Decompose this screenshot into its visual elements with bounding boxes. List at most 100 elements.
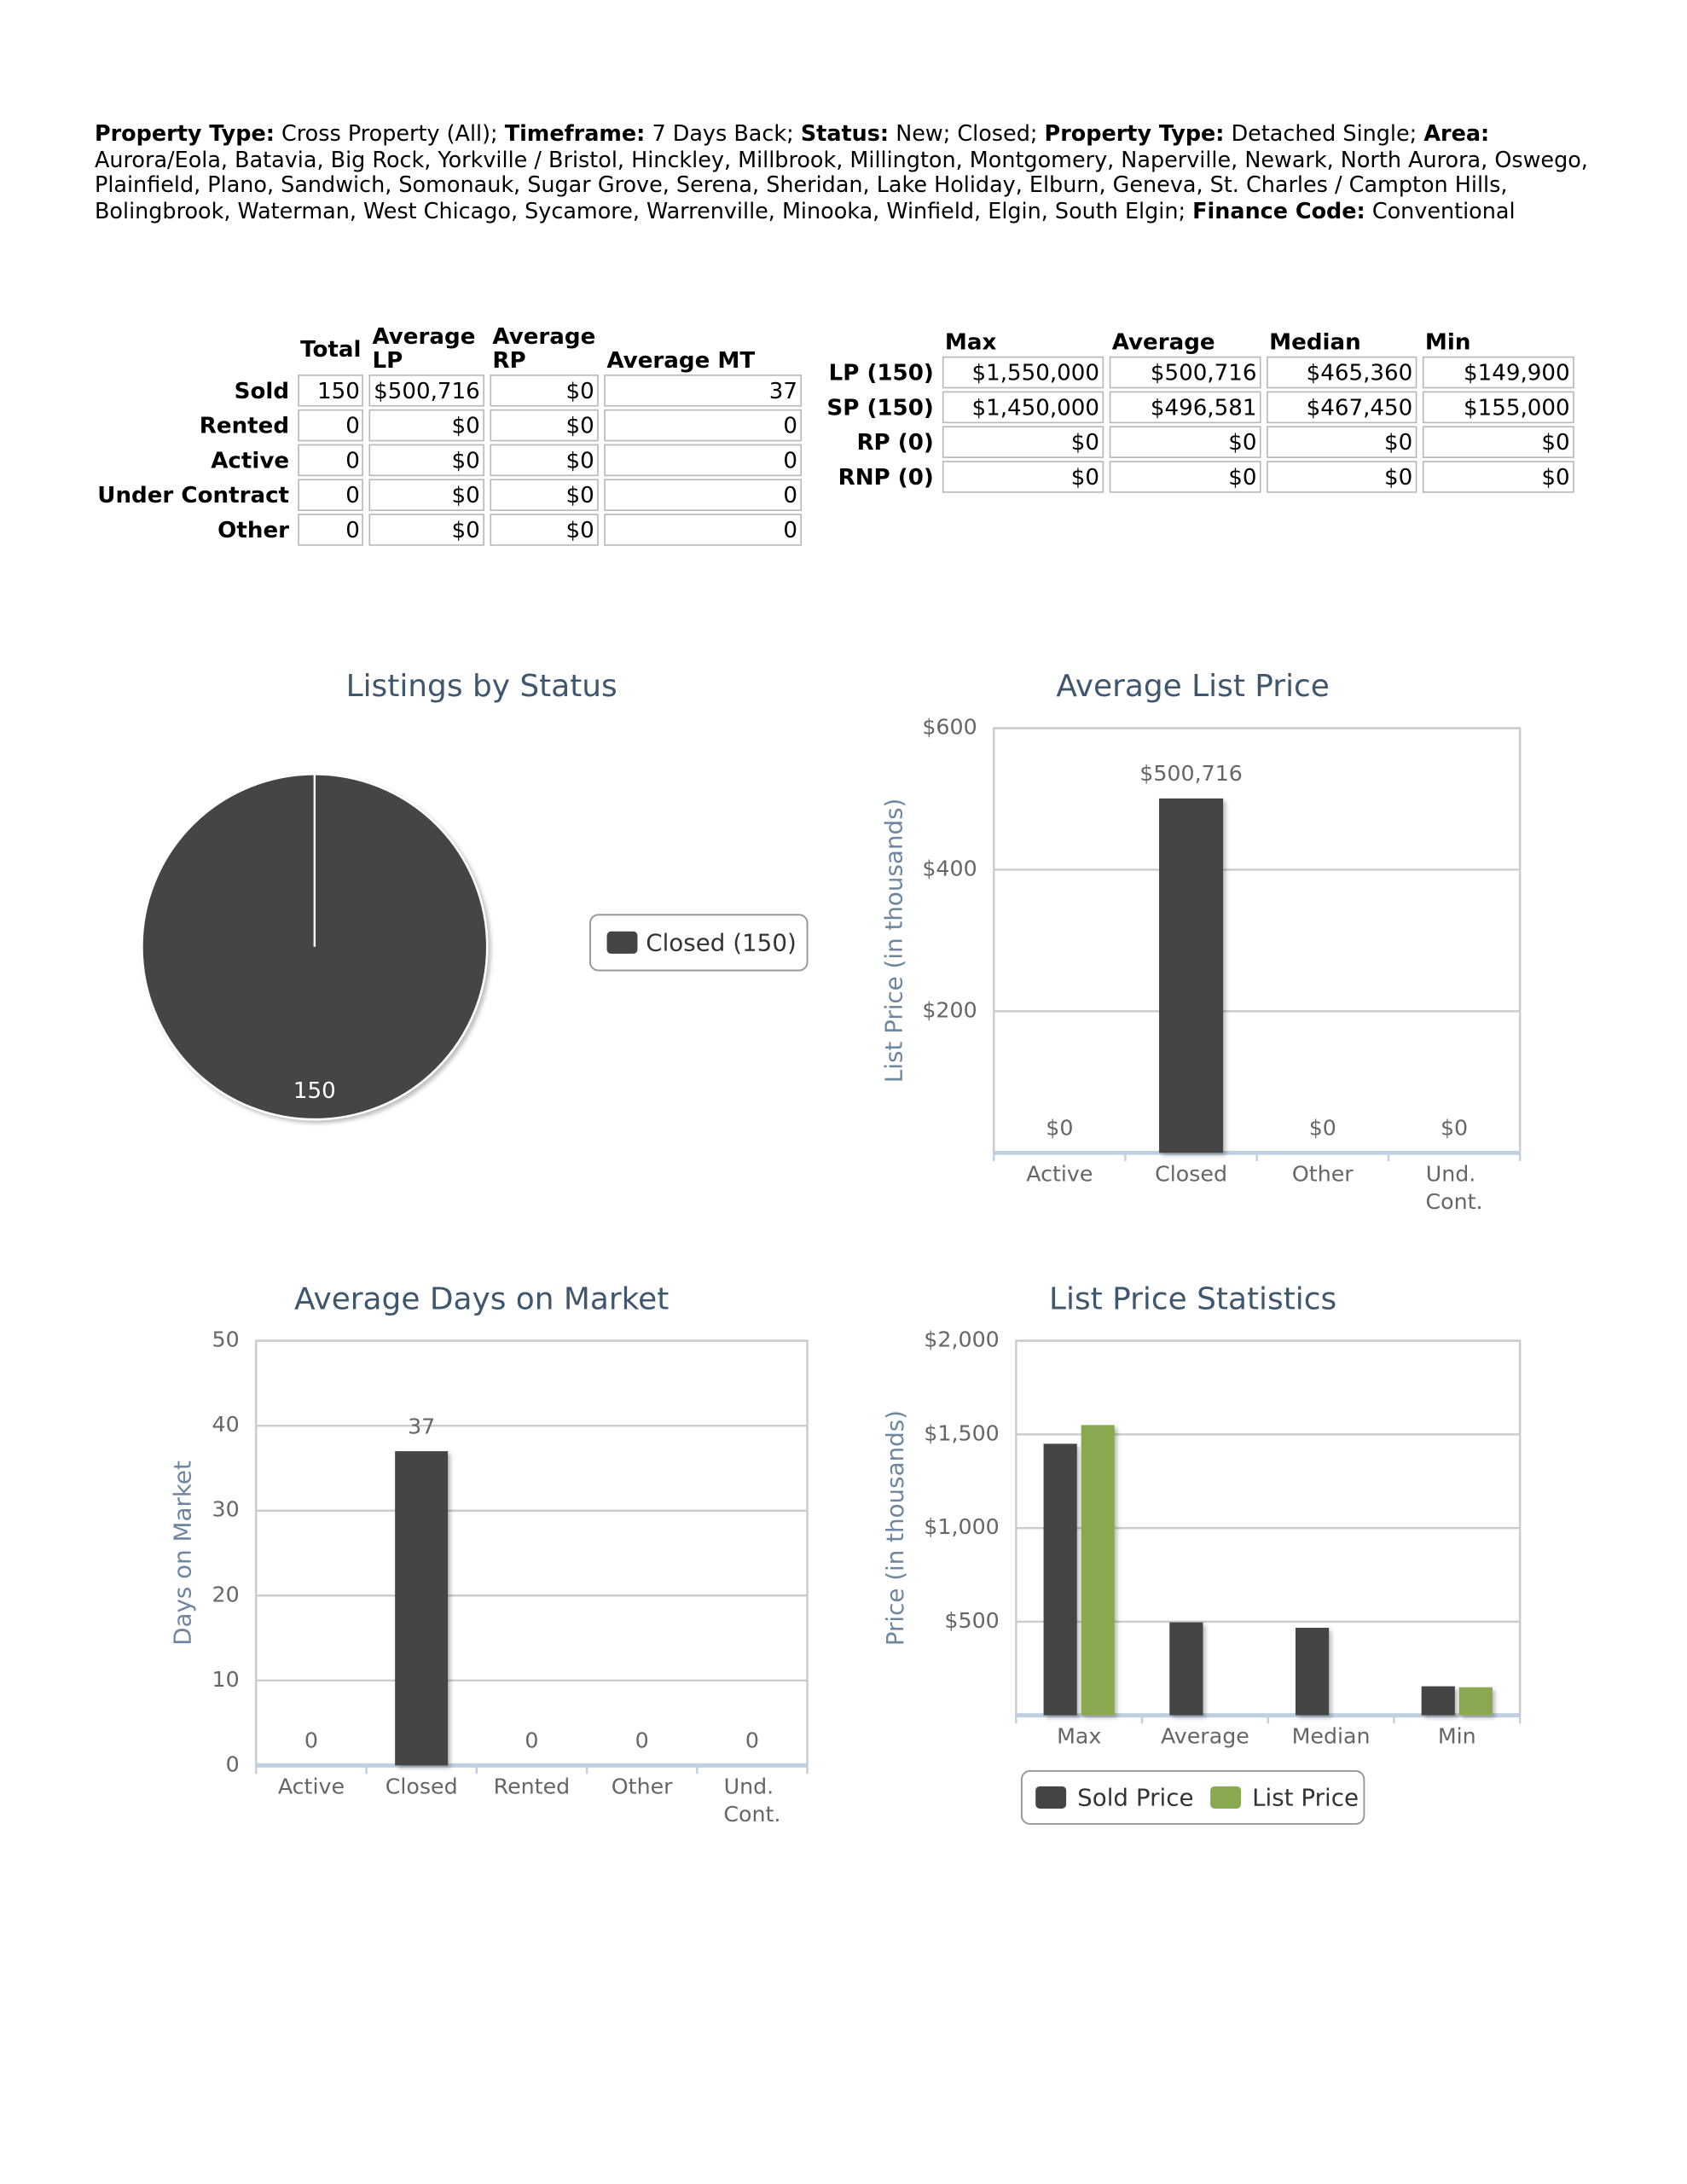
table-cell: $0: [490, 375, 599, 407]
y-tick-label: 10: [212, 1667, 240, 1692]
bar: [395, 1451, 449, 1766]
criteria-value: Cross Property (All);: [281, 120, 498, 147]
table-cell: $0: [1266, 461, 1417, 493]
y-tick-label: $500: [944, 1608, 999, 1633]
table-cell: $0: [1109, 426, 1261, 458]
data-label: 37: [408, 1414, 435, 1438]
data-label: $500,716: [1139, 761, 1243, 786]
plot-area: [993, 727, 1522, 1154]
table-cell: $0: [490, 444, 599, 477]
price-table: Max Average Median Min LP (150) $1,550,000 $50…: [819, 322, 1580, 496]
data-label: $0: [1309, 1116, 1336, 1141]
x-tick-label: Active: [1026, 1161, 1093, 1186]
table-cell: 0: [604, 409, 802, 442]
criteria-value: Aurora/Eola, Batavia, Big Rock, Yorkvill…: [94, 147, 1588, 224]
criteria-value: New; Closed;: [896, 120, 1038, 147]
header-row: Total Average LP Average RP Average MT: [95, 324, 802, 371]
table-cell: $0: [942, 426, 1104, 458]
criteria-label: Timeframe:: [504, 120, 646, 147]
table-cell: $0: [1422, 426, 1574, 458]
row-label: Under Contract: [97, 481, 290, 508]
table-cell: $1,550,000: [942, 356, 1104, 389]
table-row: Rented 0 $0 $0 0: [95, 409, 802, 442]
legend-box: [588, 914, 809, 972]
x-tick-label: Other: [1292, 1161, 1354, 1186]
table-cell: $0: [1109, 461, 1261, 493]
column-header: Average RP: [492, 322, 596, 374]
table-cell: $155,000: [1422, 391, 1574, 424]
table-cell: 0: [604, 444, 802, 477]
table-cell: $500,716: [1109, 356, 1261, 389]
row-label: Sold: [234, 377, 290, 404]
row-label: RP (0): [856, 428, 934, 456]
table-row: Under Contract 0 $0 $0 0: [95, 479, 802, 511]
chart-title: Average List Price: [1056, 669, 1330, 704]
column-header: Max: [944, 328, 997, 356]
criteria-label: Property Type:: [94, 120, 275, 147]
bar: [1458, 1687, 1493, 1716]
table-row: SP (150) $1,450,000 $496,581 $467,450 $155,0…: [824, 391, 1574, 424]
summary-table: Total Average LP Average RP Average MT Sold 1…: [89, 322, 807, 549]
column-header: Average LP: [372, 322, 476, 374]
bar: [1081, 1425, 1115, 1716]
table-cell: $496,581: [1109, 391, 1261, 424]
y-tick-label: 0: [226, 1751, 240, 1776]
table-cell: 0: [297, 479, 364, 511]
x-tick-label: Min: [1438, 1724, 1476, 1749]
y-tick-label: $600: [922, 715, 977, 740]
column-header: Total: [300, 334, 362, 362]
table-cell: $149,900: [1422, 356, 1574, 389]
chart-title: Average Days on Market: [294, 1281, 669, 1316]
chart-title: List Price Statistics: [1049, 1281, 1336, 1316]
criteria-label: Property Type:: [1044, 120, 1225, 147]
y-axis-label: Price (in thousands): [881, 1410, 909, 1646]
criteria-value: 7 Days Back;: [652, 120, 794, 147]
table-row: RNP (0) $0 $0 $0 $0: [824, 461, 1574, 493]
column-header: Median: [1269, 328, 1361, 356]
column-header: Average: [1111, 328, 1215, 356]
table-cell: $0: [369, 514, 484, 546]
plot-area: [255, 1339, 809, 1767]
table-cell: $0: [490, 514, 599, 546]
legend-label: List Price: [1252, 1784, 1359, 1812]
legend-swatch: [1035, 1786, 1067, 1809]
x-tick-label: Max: [1057, 1724, 1101, 1749]
table-row: RP (0) $0 $0 $0 $0: [824, 426, 1574, 458]
table-cell: $1,450,000: [942, 391, 1104, 424]
data-label: 0: [304, 1728, 318, 1753]
row-label: Active: [211, 446, 290, 473]
data-label: 0: [635, 1728, 649, 1753]
row-label: SP (150): [826, 393, 934, 421]
x-tick-label: Closed: [1155, 1161, 1227, 1186]
legend-swatch: [1210, 1786, 1242, 1809]
x-tick-label: Und. Cont.: [1425, 1161, 1482, 1214]
search-criteria: Property Type: Cross Property (All); Tim…: [95, 121, 1598, 224]
legend-label: Sold Price: [1077, 1784, 1193, 1812]
bar: [1159, 798, 1224, 1153]
table-row: LP (150) $1,550,000 $500,716 $465,360 $149,9…: [824, 356, 1574, 389]
bar: [1043, 1443, 1077, 1716]
data-label: 0: [525, 1728, 538, 1753]
data-label: 0: [745, 1728, 759, 1753]
criteria-label: Area:: [1423, 120, 1490, 147]
data-label: $0: [1046, 1116, 1073, 1141]
row-label: Rented: [199, 412, 290, 439]
criteria-label: Status:: [800, 120, 890, 147]
table-cell: $500,716: [369, 375, 484, 407]
table-cell: $0: [369, 444, 484, 477]
x-tick-label: Other: [612, 1774, 673, 1798]
y-tick-label: $1,500: [924, 1420, 999, 1445]
table-cell: $0: [942, 461, 1104, 493]
table-cell: 0: [297, 444, 364, 477]
bar: [1295, 1628, 1330, 1716]
chart-title: Listings by Status: [346, 669, 617, 704]
column-header: Min: [1424, 328, 1471, 356]
table-cell: $0: [490, 479, 599, 511]
table-row: Active 0 $0 $0 0: [95, 444, 802, 477]
table-cell: 0: [604, 479, 802, 511]
row-label: LP (150): [828, 359, 934, 386]
x-tick-label: Median: [1292, 1724, 1371, 1749]
table-cell: 37: [604, 375, 802, 407]
header-row: Max Average Median Min: [824, 324, 1574, 356]
